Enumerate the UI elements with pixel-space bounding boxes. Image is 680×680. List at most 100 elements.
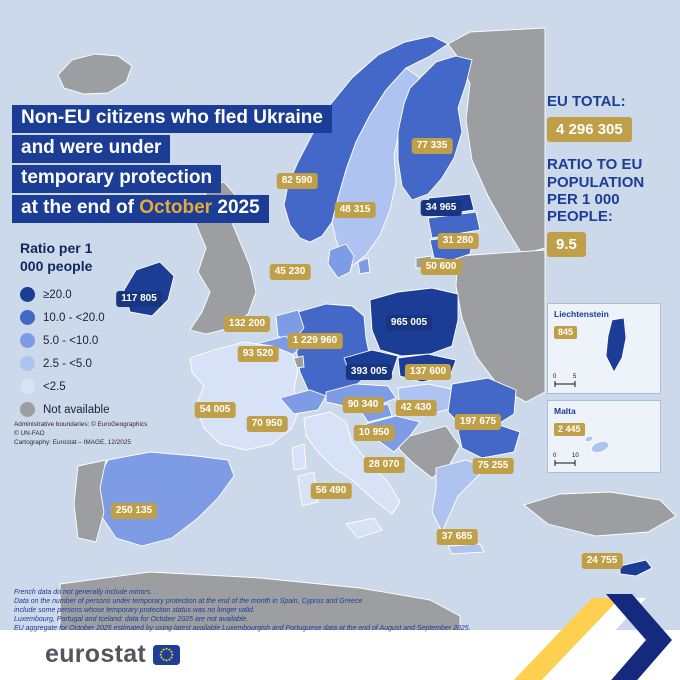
legend-label-na: Not available <box>43 403 110 416</box>
inset-malta-label: Malta <box>554 406 576 416</box>
footnote-5: EU aggregate for October 2025 estimated … <box>14 625 471 633</box>
stats-panel: EU TOTAL: 4 296 305 RATIO TO EU POPULATI… <box>547 93 679 271</box>
title-text-4-prefix: at the end of <box>21 196 140 218</box>
country-belarus-ukraine <box>455 249 546 403</box>
legend-swatch-10-20 <box>20 310 35 325</box>
boundaries-note: Administrative boundaries: © EuroGeograp… <box>14 421 147 448</box>
eu-total-value-badge: 4 296 305 <box>547 117 632 143</box>
value-badge-croatia: 28 070 <box>363 457 405 473</box>
inset-liechtenstein-map: 0 5 <box>553 317 627 387</box>
value-badge-lithuania: 50 600 <box>420 259 462 275</box>
legend-row-ge20: ≥20.0 <box>20 287 160 302</box>
value-badge-italy: 56 490 <box>310 483 352 499</box>
value-badge-estonia: 34 965 <box>420 200 462 216</box>
inset-liechtenstein-scale-end: 5 <box>573 374 577 380</box>
country-portugal <box>73 459 107 543</box>
island-gozo <box>584 435 594 443</box>
inset-liechtenstein-label: Liechtenstein <box>554 309 609 319</box>
title-text-2: and were under <box>21 136 162 158</box>
legend-title: Ratio per 1 000 people <box>20 240 93 274</box>
country-liechtenstein <box>605 317 627 373</box>
island-crete <box>447 543 485 555</box>
footnote-4: Luxembourg, Portugal and Iceland: data f… <box>14 616 249 624</box>
title-month-highlight: October <box>139 196 213 218</box>
value-badge-sweden: 48 315 <box>334 202 376 218</box>
country-cyprus <box>619 559 653 577</box>
country-switzerland <box>279 389 327 415</box>
legend-row-lt2-5: <2.5 <box>20 379 160 394</box>
eurostat-logo: eurostat <box>45 640 181 669</box>
legend-swatch-lt2-5 <box>20 379 35 394</box>
inset-malta-scale-end: 10 <box>572 453 579 459</box>
title-block: Non-EU citizens who fled Ukraine and wer… <box>12 105 332 225</box>
value-badge-netherlands: 132 200 <box>223 316 271 332</box>
title-line-2: and were under <box>12 134 171 163</box>
inset-malta: Malta 2 445 0 10 <box>547 400 661 473</box>
ratio-value-badge: 9.5 <box>547 232 586 258</box>
country-malta <box>590 440 610 454</box>
legend: Ratio per 1 000 people ≥20.0 10.0 - <20.… <box>20 240 160 425</box>
eu-flag-icon <box>153 644 181 665</box>
value-badge-germany: 1 229 960 <box>287 333 343 349</box>
value-badge-hungary: 42 430 <box>395 400 437 416</box>
eu-total-label: EU TOTAL: <box>547 93 626 110</box>
value-badge-switzerland: 70 950 <box>246 416 288 432</box>
inset-malta-scale-start: 0 <box>553 453 557 459</box>
value-badge-ireland: 117 805 <box>116 291 162 307</box>
legend-label-10-20: 10.0 - <20.0 <box>43 311 105 324</box>
value-badge-bulgaria: 75 255 <box>472 458 514 474</box>
ratio-label: RATIO TO EU POPULATION PER 1 000 PEOPLE: <box>547 156 645 225</box>
legend-swatch-2-5 <box>20 356 35 371</box>
legend-swatch-na <box>20 402 35 417</box>
country-iceland <box>57 53 133 95</box>
legend-label-ge20: ≥20.0 <box>43 288 72 301</box>
country-turkey <box>523 491 677 537</box>
footnote-3: include some persons whose temporary pro… <box>14 607 255 615</box>
legend-row-2-5: 2.5 - <5.0 <box>20 356 160 371</box>
value-badge-greece: 37 685 <box>436 529 478 545</box>
inset-malta-value-badge: 2 445 <box>554 423 585 436</box>
country-denmark <box>327 243 355 279</box>
title-text-1: Non-EU citizens who fled Ukraine <box>21 107 323 128</box>
value-badge-romania: 197 675 <box>454 414 502 430</box>
value-badge-slovenia: 10 950 <box>353 425 395 441</box>
legend-label-5-10: 5.0 - <10.0 <box>43 334 99 347</box>
eurostat-wordmark: eurostat <box>45 640 147 668</box>
value-badge-czechia: 393 005 <box>345 364 393 380</box>
value-badge-cyprus: 24 755 <box>581 553 623 569</box>
country-russia <box>447 27 546 255</box>
value-badge-finland: 77 335 <box>411 138 453 154</box>
boundaries-note-line-2: © UN-FAO <box>14 429 45 437</box>
country-denmark-island <box>357 257 371 275</box>
value-badge-france: 54 005 <box>194 402 236 418</box>
legend-swatch-ge20 <box>20 287 35 302</box>
inset-liechtenstein-value-badge: 845 <box>554 326 578 339</box>
country-spain <box>93 451 235 547</box>
value-badge-latvia: 31 280 <box>437 233 479 249</box>
footnotes: French data do not generally include min… <box>14 588 544 633</box>
title-line-1: Non-EU citizens who fled Ukraine <box>12 105 332 133</box>
island-sicily <box>345 517 383 539</box>
title-line-4: at the end of October 2025 <box>12 194 269 223</box>
value-badge-denmark: 45 230 <box>269 264 311 280</box>
legend-row-10-20: 10.0 - <20.0 <box>20 310 160 325</box>
title-text-3: temporary protection <box>21 166 213 188</box>
country-germany <box>293 303 371 397</box>
footnote-2: Data on the number of persons under temp… <box>14 598 363 606</box>
country-finland <box>397 55 473 201</box>
boundaries-note-line-1: Administrative boundaries: © EuroGeograp… <box>14 421 148 428</box>
legend-label-2-5: 2.5 - <5.0 <box>43 357 92 370</box>
value-badge-poland: 965 005 <box>385 315 433 331</box>
legend-label-lt2-5: <2.5 <box>43 380 66 393</box>
inset-liechtenstein-scale-start: 0 <box>553 374 557 380</box>
legend-swatch-5-10 <box>20 333 35 348</box>
inset-malta-map: 0 10 <box>553 435 610 466</box>
title-text-4-suffix: 2025 <box>212 196 260 218</box>
footnote-1: French data do not generally include min… <box>14 589 153 596</box>
value-badge-spain: 250 135 <box>110 503 158 519</box>
value-badge-slovakia: 137 600 <box>404 364 452 380</box>
title-line-3: temporary protection <box>12 164 222 193</box>
island-corsica <box>291 443 307 471</box>
value-badge-austria: 90 340 <box>342 397 384 413</box>
legend-row-na: Not available <box>20 402 160 417</box>
